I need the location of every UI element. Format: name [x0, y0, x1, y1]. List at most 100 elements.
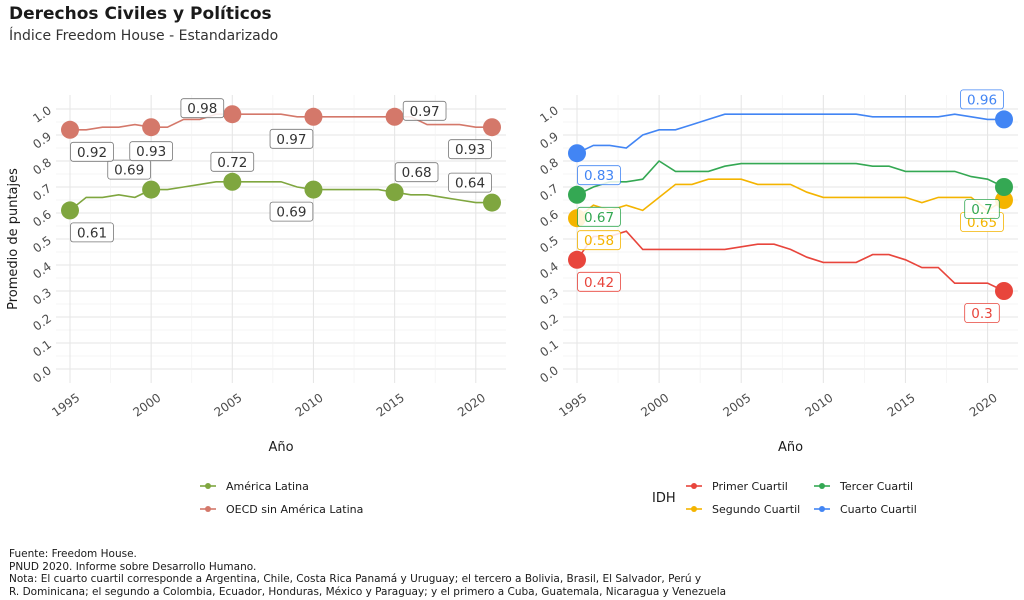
legend-label: América Latina [226, 480, 309, 493]
data-label-box [180, 98, 225, 119]
y-tick-label: 0.6 [30, 207, 54, 229]
data-label-text: 0.42 [584, 275, 614, 291]
legend-item: Segundo Cuartil [686, 503, 800, 516]
data-point [385, 107, 404, 126]
x-tick-label: 2005 [212, 391, 245, 420]
data-point [568, 185, 586, 204]
y-tick-label: 0.8 [537, 155, 561, 177]
data-label: 0.97 [402, 100, 447, 121]
y-tick-label: 0.7 [537, 181, 561, 203]
legend: América Latina OECD sin América Latina [200, 480, 363, 516]
legend-item: OECD sin América Latina [200, 503, 363, 516]
y-tick-label: 0.0 [537, 363, 561, 385]
x-tick-label: 2000 [130, 391, 163, 420]
caption-line: Fuente: Freedom House. [9, 548, 137, 560]
x-tick-label: 2015 [885, 391, 918, 420]
data-label-box [210, 151, 255, 172]
data-label: 0.69 [269, 201, 314, 222]
data-label-text: 0.72 [217, 155, 247, 171]
data-label-text: 0.69 [114, 163, 144, 179]
x-axis-label: Año [268, 440, 293, 455]
x-tick-label: 2005 [720, 391, 753, 420]
y-tick-label: 0.1 [30, 337, 54, 359]
legend-label: Segundo Cuartil [712, 503, 800, 516]
data-label-box [402, 100, 447, 121]
data-label-box [129, 141, 173, 162]
data-point [385, 183, 404, 202]
series-line [576, 178, 1005, 219]
data-label: 0.3 [964, 303, 1000, 323]
y-tick-label: 0.9 [30, 129, 54, 151]
legend-label: Cuarto Cuartil [840, 503, 917, 516]
y-tick-label: 0.0 [30, 363, 54, 385]
data-label: 0.42 [577, 271, 621, 292]
data-label-box [577, 165, 621, 186]
chart-title: Derechos Civiles y Políticos [9, 4, 272, 24]
legend-title: IDH [652, 491, 676, 506]
series-line [576, 113, 1004, 154]
data-point [142, 118, 161, 137]
y-tick-label: 0.5 [537, 233, 561, 255]
x-tick-label: 2020 [455, 391, 488, 420]
data-label-box [269, 128, 314, 149]
data-label-box [577, 206, 621, 227]
caption-line: Nota: El cuarto cuartil corresponde a Ar… [9, 573, 702, 585]
legend-key-dot [691, 506, 697, 512]
data-point [568, 250, 586, 269]
y-tick-label: 0.8 [30, 155, 54, 177]
data-label-text: 0.93 [455, 142, 485, 158]
data-label-text: 0.7 [971, 202, 992, 218]
data-label-text: 0.69 [276, 205, 306, 221]
series-line [576, 230, 1005, 292]
legend-key-dot [819, 483, 825, 489]
data-label: 0.69 [107, 159, 151, 180]
data-label: 0.64 [448, 172, 492, 193]
data-label-box [448, 172, 492, 193]
chart-subtitle: Índice Freedom House - Estandarizado [9, 28, 279, 44]
data-label: 0.98 [180, 98, 225, 119]
data-label-text: 0.61 [77, 225, 107, 241]
data-label-text: 0.64 [455, 176, 485, 192]
x-tick-label: 1995 [49, 391, 82, 420]
data-point [483, 193, 501, 212]
y-tick-label: 0.3 [537, 285, 561, 307]
data-point [304, 180, 323, 199]
y-tick-label: 0.3 [30, 285, 54, 307]
legend-key-dot [205, 506, 211, 512]
data-label: 0.7 [964, 199, 1000, 219]
legend-item: Cuarto Cuartil [814, 503, 917, 516]
data-label: 0.68 [394, 162, 439, 183]
data-label-box [964, 199, 1000, 219]
data-label-box [70, 141, 114, 162]
x-tick-label: 2000 [638, 391, 671, 420]
data-label-text: 0.67 [584, 210, 614, 226]
charts-canvas: 0.0 0.1 0.2 0.3 0.4 0.5 0.6 0.7 0.8 0.9 1.0 1995 200… [6, 89, 1018, 516]
y-tick-label: 0.2 [537, 311, 561, 333]
x-tick-label: 2020 [967, 391, 1000, 420]
legend-label: OECD sin América Latina [226, 503, 363, 516]
legend: IDH Primer Cuartil Segundo Cuartil Tercer C… [652, 480, 917, 516]
y-tick-label: 0.6 [537, 207, 561, 229]
x-tick-label: 2010 [293, 391, 326, 420]
y-tick-label: 0.2 [30, 311, 54, 333]
caption: Fuente: Freedom House. PNUD 2020. Inform… [9, 548, 726, 598]
legend-item: América Latina [200, 480, 309, 493]
chart-panel-2: 0.0 0.1 0.2 0.3 0.4 0.5 0.6 0.7 0.8 0.9 1.0 1995 200… [537, 89, 1018, 516]
caption-line: PNUD 2020. Informe sobre Desarrollo Huma… [9, 560, 257, 573]
data-label: 0.96 [960, 89, 1004, 110]
chart-panel-1: 0.0 0.1 0.2 0.3 0.4 0.5 0.6 0.7 0.8 0.9 1.0 1995 200… [6, 95, 506, 516]
data-label-text: 0.97 [410, 104, 440, 120]
data-label-box [269, 201, 314, 222]
legend-label: Tercer Cuartil [839, 480, 913, 493]
data-point [223, 105, 242, 124]
data-label-text: 0.96 [967, 92, 997, 108]
data-label-text: 0.98 [187, 101, 217, 117]
data-point [61, 201, 79, 220]
data-label-box [960, 89, 1004, 110]
data-label: 0.97 [269, 128, 314, 149]
data-label-text: 0.97 [276, 132, 306, 148]
data-point [61, 120, 79, 139]
legend-key-dot [819, 506, 825, 512]
data-label: 0.58 [577, 230, 621, 251]
y-tick-label: 0.1 [537, 337, 561, 359]
